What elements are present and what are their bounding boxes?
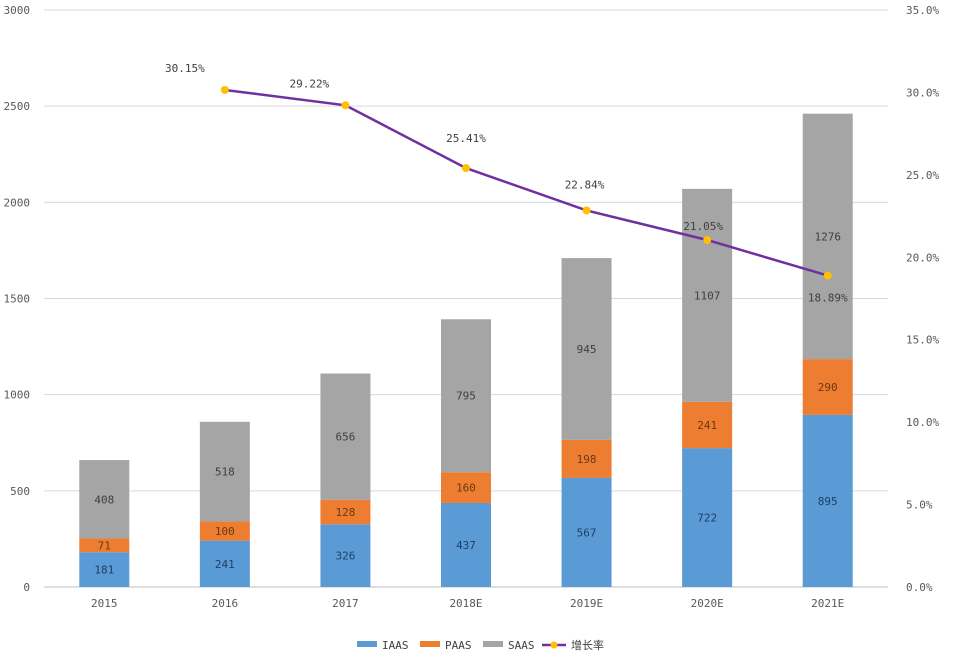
- bar-data-label: 100: [215, 525, 235, 538]
- growth-rate-label: 22.84%: [565, 178, 605, 191]
- legend: IAAS PAAS SAAS 增长率: [357, 638, 604, 652]
- bar-iaas: [441, 502, 491, 587]
- bar-iaas: [320, 524, 371, 587]
- bar-iaas: [802, 414, 853, 587]
- bar-data-label: 437: [456, 539, 476, 552]
- growth-rate-polyline: [224, 88, 829, 277]
- bar-saas: [682, 188, 733, 402]
- y-axis-right: 0.0% 5.0% 10.0% 15.0% 20.0% 25.0% 30.0% 35.0%: [906, 4, 939, 594]
- y-left-tick-label: 0: [23, 581, 30, 594]
- y-right-tick-label: 15.0%: [906, 334, 939, 347]
- x-tick-label: 2016: [212, 597, 239, 610]
- bar-data-label: 945: [577, 343, 597, 356]
- x-tick-label: 2021E: [811, 597, 844, 610]
- bar-data-label: 290: [818, 381, 838, 394]
- growth-rate-label: 30.15%: [165, 62, 205, 75]
- y-right-tick-label: 30.0%: [906, 86, 939, 99]
- legend-label: IAAS: [382, 639, 409, 652]
- y-left-tick-label: 1500: [4, 293, 31, 306]
- bar-data-label: 408: [94, 493, 114, 506]
- y-left-tick-label: 2000: [4, 196, 31, 209]
- x-tick-label: 2017: [332, 597, 359, 610]
- bar-data-label: 722: [697, 512, 717, 525]
- bar-paas: [320, 499, 371, 525]
- bar-data-label: 1276: [814, 230, 841, 243]
- bar-saas: [199, 421, 250, 522]
- growth-rate-marker: [703, 235, 712, 244]
- y-left-tick-label: 1000: [4, 389, 31, 402]
- bar-iaas: [199, 540, 250, 587]
- legend-swatch: [420, 641, 440, 647]
- y-right-tick-label: 0.0%: [906, 581, 933, 594]
- bar-paas: [561, 439, 612, 478]
- bar-saas: [802, 113, 853, 360]
- legend-label: 增长率: [571, 638, 604, 652]
- bar-saas: [441, 319, 491, 473]
- legend-swatch: [483, 641, 503, 647]
- x-tick-label: 2020E: [691, 597, 724, 610]
- bar-data-label: 128: [335, 506, 355, 519]
- bar-paas: [682, 401, 733, 449]
- bar-data-label: 241: [697, 419, 717, 432]
- bar-paas: [79, 538, 130, 553]
- x-tick-label: 2019E: [570, 597, 603, 610]
- bar-data-label: 518: [215, 466, 235, 479]
- y-left-tick-label: 500: [10, 485, 30, 498]
- bar-data-label: 895: [818, 495, 838, 508]
- y-right-tick-label: 5.0%: [906, 499, 933, 512]
- y-right-tick-label: 35.0%: [906, 4, 939, 17]
- y-right-tick-label: 25.0%: [906, 169, 939, 182]
- x-tick-label: 2018E: [449, 597, 482, 610]
- bar-data-label: 198: [577, 453, 597, 466]
- bar-data-label: 656: [335, 431, 355, 444]
- bar-data-label: 567: [577, 526, 597, 539]
- bar-data-label: 326: [335, 550, 355, 563]
- x-tick-label: 2015: [91, 597, 118, 610]
- bar-paas: [199, 521, 250, 541]
- growth-rate-marker: [341, 101, 350, 110]
- legend-marker: [550, 641, 558, 649]
- y-left-tick-label: 2500: [4, 100, 31, 113]
- growth-rate-label: 18.89%: [808, 292, 848, 305]
- bar-saas: [561, 258, 612, 440]
- bar-data-label: 1107: [694, 289, 721, 302]
- y-left-tick-label: 3000: [4, 4, 31, 17]
- x-axis: 2015 2016 2017 2018E 2019E 2020E 2021E: [91, 597, 844, 610]
- y-right-tick-label: 10.0%: [906, 416, 939, 429]
- bar-data-label: 795: [456, 390, 476, 403]
- bar-iaas: [682, 448, 733, 587]
- bar-saas: [79, 460, 130, 539]
- growth-rate-marker: [462, 164, 470, 173]
- growth-rate-label: 25.41%: [446, 132, 486, 145]
- y-axis-left: 0 500 1000 1500 2000 2500 3000: [4, 4, 31, 594]
- growth-rate-label: 21.05%: [683, 220, 723, 233]
- bar-paas: [441, 472, 491, 503]
- growth-rate-label: 29.22%: [290, 77, 330, 90]
- bar-series: 181 71 408 241 100 518 326 128 656 437 160 795 567 19…: [79, 113, 853, 587]
- bar-paas: [802, 359, 853, 415]
- growth-rate-marker: [582, 206, 591, 215]
- bar-saas: [320, 373, 371, 500]
- legend-label: PAAS: [445, 639, 472, 652]
- legend-label: SAAS: [508, 639, 535, 652]
- y-right-tick-label: 20.0%: [906, 251, 939, 264]
- growth-rate-line: 30.15% 29.22% 25.41% 22.84% 21.05% 18.89%: [165, 62, 848, 305]
- legend-swatch: [357, 641, 377, 647]
- growth-rate-marker: [823, 271, 832, 280]
- growth-rate-marker: [220, 85, 229, 94]
- bar-iaas: [561, 477, 612, 587]
- bar-data-label: 160: [456, 482, 476, 495]
- bar-iaas: [79, 552, 130, 587]
- bar-data-label: 241: [215, 558, 235, 571]
- bar-data-label: 181: [94, 564, 114, 577]
- bar-data-label: 71: [98, 539, 111, 552]
